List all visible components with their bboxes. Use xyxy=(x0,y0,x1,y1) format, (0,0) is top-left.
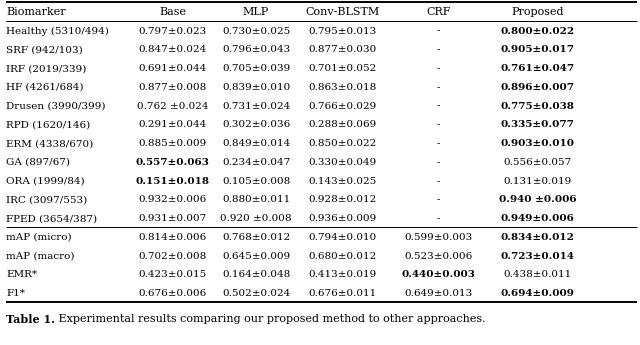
Text: -: - xyxy=(436,120,440,129)
Text: 0.676±0.006: 0.676±0.006 xyxy=(139,289,207,298)
Text: -: - xyxy=(436,45,440,55)
Text: IRC (3097/553): IRC (3097/553) xyxy=(6,195,88,205)
Text: Conv-BLSTM: Conv-BLSTM xyxy=(305,7,380,17)
Text: Base: Base xyxy=(159,7,186,17)
Text: 0.523±0.006: 0.523±0.006 xyxy=(404,252,472,261)
Text: 0.847±0.024: 0.847±0.024 xyxy=(139,45,207,55)
Text: 0.105±0.008: 0.105±0.008 xyxy=(222,177,290,186)
Text: 0.920 ±0.008: 0.920 ±0.008 xyxy=(220,214,292,223)
Text: 0.440±0.003: 0.440±0.003 xyxy=(401,270,476,279)
Text: GA (897/67): GA (897/67) xyxy=(6,158,70,167)
Text: mAP (micro): mAP (micro) xyxy=(6,233,72,242)
Text: 0.288±0.069: 0.288±0.069 xyxy=(308,120,376,129)
Text: SRF (942/103): SRF (942/103) xyxy=(6,45,83,55)
Text: 0.330±0.049: 0.330±0.049 xyxy=(308,158,376,167)
Text: 0.676±0.011: 0.676±0.011 xyxy=(308,289,376,298)
Text: 0.766±0.029: 0.766±0.029 xyxy=(308,102,376,111)
Text: 0.839±0.010: 0.839±0.010 xyxy=(222,83,290,92)
Text: 0.931±0.007: 0.931±0.007 xyxy=(139,214,207,223)
Text: 0.928±0.012: 0.928±0.012 xyxy=(308,195,376,205)
Text: Proposed: Proposed xyxy=(511,7,564,17)
Text: 0.556±0.057: 0.556±0.057 xyxy=(504,158,572,167)
Text: 0.877±0.008: 0.877±0.008 xyxy=(139,83,207,92)
Text: Biomarker: Biomarker xyxy=(6,7,66,17)
Text: 0.701±0.052: 0.701±0.052 xyxy=(308,64,376,73)
Text: 0.723±0.014: 0.723±0.014 xyxy=(500,252,575,261)
Text: 0.731±0.024: 0.731±0.024 xyxy=(222,102,290,111)
Text: 0.291±0.044: 0.291±0.044 xyxy=(139,120,207,129)
Text: 0.768±0.012: 0.768±0.012 xyxy=(222,233,290,242)
Text: -: - xyxy=(436,27,440,36)
Text: -: - xyxy=(436,214,440,223)
Text: ERM (4338/670): ERM (4338/670) xyxy=(6,139,93,148)
Text: 0.903±0.010: 0.903±0.010 xyxy=(500,139,575,148)
Text: 0.413±0.019: 0.413±0.019 xyxy=(308,270,376,279)
Text: MLP: MLP xyxy=(243,7,269,17)
Text: 0.834±0.012: 0.834±0.012 xyxy=(500,233,575,242)
Text: Experimental results comparing our proposed method to other approaches.: Experimental results comparing our propo… xyxy=(56,314,486,324)
Text: Drusen (3990/399): Drusen (3990/399) xyxy=(6,102,106,111)
Text: 0.645±0.009: 0.645±0.009 xyxy=(222,252,290,261)
Text: 0.423±0.015: 0.423±0.015 xyxy=(139,270,207,279)
Text: 0.800±0.022: 0.800±0.022 xyxy=(500,27,575,36)
Text: 0.730±0.025: 0.730±0.025 xyxy=(222,27,290,36)
Text: FPED (3654/387): FPED (3654/387) xyxy=(6,214,97,223)
Text: 0.949±0.006: 0.949±0.006 xyxy=(500,214,575,223)
Text: 0.885±0.009: 0.885±0.009 xyxy=(139,139,207,148)
Text: 0.905±0.017: 0.905±0.017 xyxy=(500,45,575,55)
Text: 0.335±0.077: 0.335±0.077 xyxy=(500,120,575,129)
Text: 0.762 ±0.024: 0.762 ±0.024 xyxy=(137,102,209,111)
Text: 0.680±0.012: 0.680±0.012 xyxy=(308,252,376,261)
Text: 0.691±0.044: 0.691±0.044 xyxy=(139,64,207,73)
Text: 0.932±0.006: 0.932±0.006 xyxy=(139,195,207,205)
Text: IRF (2019/339): IRF (2019/339) xyxy=(6,64,87,73)
Text: 0.795±0.013: 0.795±0.013 xyxy=(308,27,376,36)
Text: 0.863±0.018: 0.863±0.018 xyxy=(308,83,376,92)
Text: Healthy (5310/494): Healthy (5310/494) xyxy=(6,27,109,36)
Text: 0.131±0.019: 0.131±0.019 xyxy=(504,177,572,186)
Text: 0.814±0.006: 0.814±0.006 xyxy=(139,233,207,242)
Text: 0.794±0.010: 0.794±0.010 xyxy=(308,233,376,242)
Text: 0.151±0.018: 0.151±0.018 xyxy=(136,177,210,186)
Text: 0.143±0.025: 0.143±0.025 xyxy=(308,177,376,186)
Text: -: - xyxy=(436,83,440,92)
Text: 0.796±0.043: 0.796±0.043 xyxy=(222,45,290,55)
Text: 0.599±0.003: 0.599±0.003 xyxy=(404,233,472,242)
Text: mAP (macro): mAP (macro) xyxy=(6,252,75,261)
Text: EMR*: EMR* xyxy=(6,270,37,279)
Text: -: - xyxy=(436,64,440,73)
Text: 0.234±0.047: 0.234±0.047 xyxy=(222,158,290,167)
Text: -: - xyxy=(436,177,440,186)
Text: 0.775±0.038: 0.775±0.038 xyxy=(500,102,575,111)
Text: 0.940 ±0.006: 0.940 ±0.006 xyxy=(499,195,577,205)
Text: ORA (1999/84): ORA (1999/84) xyxy=(6,177,85,186)
Text: 0.850±0.022: 0.850±0.022 xyxy=(308,139,376,148)
Text: -: - xyxy=(436,102,440,111)
Text: -: - xyxy=(436,139,440,148)
Text: 0.849±0.014: 0.849±0.014 xyxy=(222,139,290,148)
Text: 0.761±0.047: 0.761±0.047 xyxy=(500,64,575,73)
Text: HF (4261/684): HF (4261/684) xyxy=(6,83,84,92)
Text: 0.877±0.030: 0.877±0.030 xyxy=(308,45,376,55)
Text: 0.557±0.063: 0.557±0.063 xyxy=(136,158,210,167)
Text: 0.896±0.007: 0.896±0.007 xyxy=(500,83,575,92)
Text: 0.880±0.011: 0.880±0.011 xyxy=(222,195,290,205)
Text: 0.702±0.008: 0.702±0.008 xyxy=(139,252,207,261)
Text: RPD (1620/146): RPD (1620/146) xyxy=(6,120,91,129)
Text: 0.694±0.009: 0.694±0.009 xyxy=(500,289,575,298)
Text: F1*: F1* xyxy=(6,289,25,298)
Text: -: - xyxy=(436,158,440,167)
Text: CRF: CRF xyxy=(426,7,451,17)
Text: 0.649±0.013: 0.649±0.013 xyxy=(404,289,472,298)
Text: 0.705±0.039: 0.705±0.039 xyxy=(222,64,290,73)
Text: 0.438±0.011: 0.438±0.011 xyxy=(504,270,572,279)
Text: Table 1.: Table 1. xyxy=(6,314,56,325)
Text: 0.502±0.024: 0.502±0.024 xyxy=(222,289,290,298)
Text: 0.797±0.023: 0.797±0.023 xyxy=(139,27,207,36)
Text: 0.302±0.036: 0.302±0.036 xyxy=(222,120,290,129)
Text: 0.936±0.009: 0.936±0.009 xyxy=(308,214,376,223)
Text: -: - xyxy=(436,195,440,205)
Text: 0.164±0.048: 0.164±0.048 xyxy=(222,270,290,279)
